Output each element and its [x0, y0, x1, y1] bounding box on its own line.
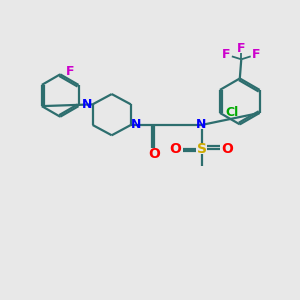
- Text: N: N: [131, 118, 141, 131]
- Text: N: N: [196, 118, 207, 131]
- Text: F: F: [222, 47, 230, 61]
- Text: F: F: [252, 47, 261, 61]
- Text: F: F: [65, 65, 74, 79]
- Text: F: F: [237, 42, 245, 55]
- Text: O: O: [148, 146, 160, 161]
- Text: N: N: [82, 98, 92, 111]
- Text: O: O: [170, 142, 182, 155]
- Text: S: S: [196, 142, 206, 155]
- Text: Cl: Cl: [225, 106, 239, 119]
- Text: O: O: [221, 142, 233, 155]
